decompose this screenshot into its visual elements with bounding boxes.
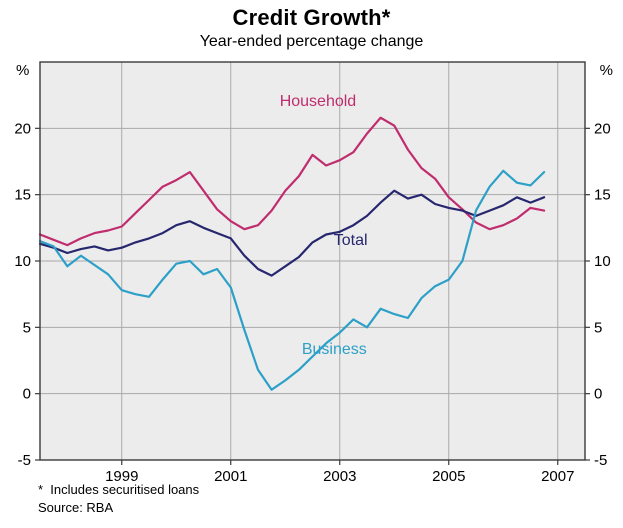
y-tick-label-left: 15 <box>14 187 31 204</box>
y-tick-label-right: 10 <box>594 253 611 270</box>
series-label-business: Business <box>302 341 367 358</box>
x-tick-label: 2005 <box>432 468 465 485</box>
x-tick-label: 2001 <box>214 468 247 485</box>
series-label-total: Total <box>334 232 368 249</box>
chart-title: Credit Growth* <box>232 5 391 30</box>
chart-footnote: * Includes securitised loans <box>38 482 200 497</box>
y-axis-unit-left: % <box>16 62 30 79</box>
x-tick-label: 2007 <box>541 468 574 485</box>
y-tick-label-right: 20 <box>594 120 611 137</box>
series-line-total <box>38 189 546 277</box>
series-label-household: Household <box>280 93 357 110</box>
y-tick-label-left: 20 <box>14 120 31 137</box>
x-tick-label: 2003 <box>323 468 356 485</box>
y-tick-label-left: -5 <box>18 452 31 469</box>
series-line-household <box>38 116 546 247</box>
y-tick-label-left: 10 <box>14 253 31 270</box>
y-tick-label-left: 0 <box>23 386 31 403</box>
chart-source: Source: RBA <box>38 500 114 515</box>
y-tick-label-right: 0 <box>594 386 602 403</box>
y-tick-label-left: 5 <box>23 319 31 336</box>
chart-subtitle: Year-ended percentage change <box>199 33 424 50</box>
y-tick-label-right: -5 <box>594 452 607 469</box>
y-tick-label-right: 15 <box>594 187 611 204</box>
series-line-business <box>38 169 546 391</box>
x-tick-label: 1999 <box>105 468 138 485</box>
y-tick-label-right: 5 <box>594 319 602 336</box>
y-axis-unit-right: % <box>599 62 613 79</box>
